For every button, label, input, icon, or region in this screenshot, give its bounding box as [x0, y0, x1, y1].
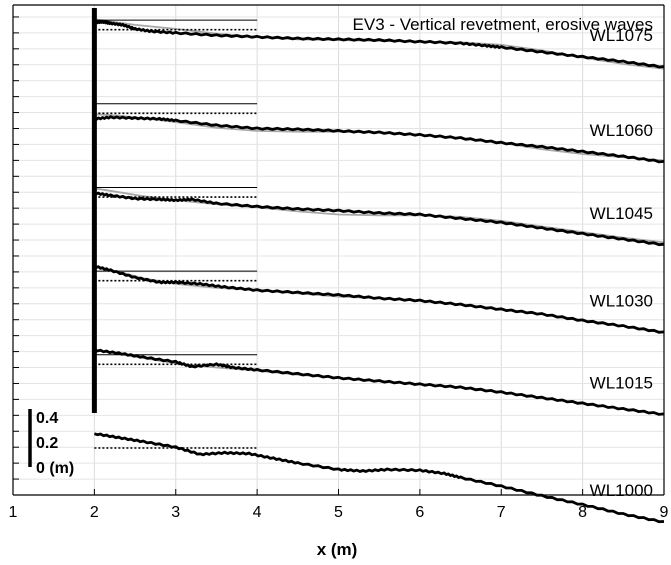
- axes: 1 2 3 4 5 6 7 8 9: [9, 4, 669, 521]
- profile-WL1060: [94, 115, 665, 164]
- initial-profile-WL1015: [94, 349, 665, 416]
- initial-profile-WL1030: [94, 265, 665, 334]
- x-tick-label: 2: [90, 504, 99, 521]
- chart-title: EV3 - Vertical revetment, erosive waves: [353, 15, 653, 34]
- series-label-WL1075: WL1075: [590, 26, 653, 45]
- x-tick-label: 4: [253, 504, 262, 521]
- scale-bar-label-bottom: 0 (m): [36, 460, 74, 477]
- profile-WL1045: [93, 191, 665, 247]
- series-label-WL1015: WL1015: [590, 374, 653, 393]
- series-label-WL1060: WL1060: [590, 121, 653, 140]
- series-label-WL1030: WL1030: [590, 291, 653, 310]
- measured-profiles: [93, 19, 665, 524]
- x-tick-label: 8: [578, 504, 587, 521]
- scale-bar-label-top: 0.4: [36, 410, 58, 427]
- x-tick-label: 6: [415, 504, 424, 521]
- x-axis-label: x (m): [317, 540, 358, 559]
- series-labels: WL1075 WL1060 WL1045 WL1030 WL1015 WL1000: [590, 26, 653, 500]
- profile-WL1015: [93, 348, 665, 416]
- x-tick-label: 3: [171, 504, 180, 521]
- profile-WL1075: [93, 19, 665, 69]
- profile-WL1030: [93, 265, 665, 334]
- scale-bar-label-mid: 0.2: [36, 435, 58, 452]
- x-tick-label: 1: [9, 504, 18, 521]
- x-tick-label: 7: [497, 504, 506, 521]
- grid: [12, 5, 665, 496]
- series-label-WL1000: WL1000: [590, 481, 653, 500]
- scale-bar: 0.4 0.2 0 (m): [28, 409, 74, 477]
- x-tick-label: 9: [660, 504, 669, 521]
- series-label-WL1045: WL1045: [590, 204, 653, 223]
- x-tick-label: 5: [334, 504, 343, 521]
